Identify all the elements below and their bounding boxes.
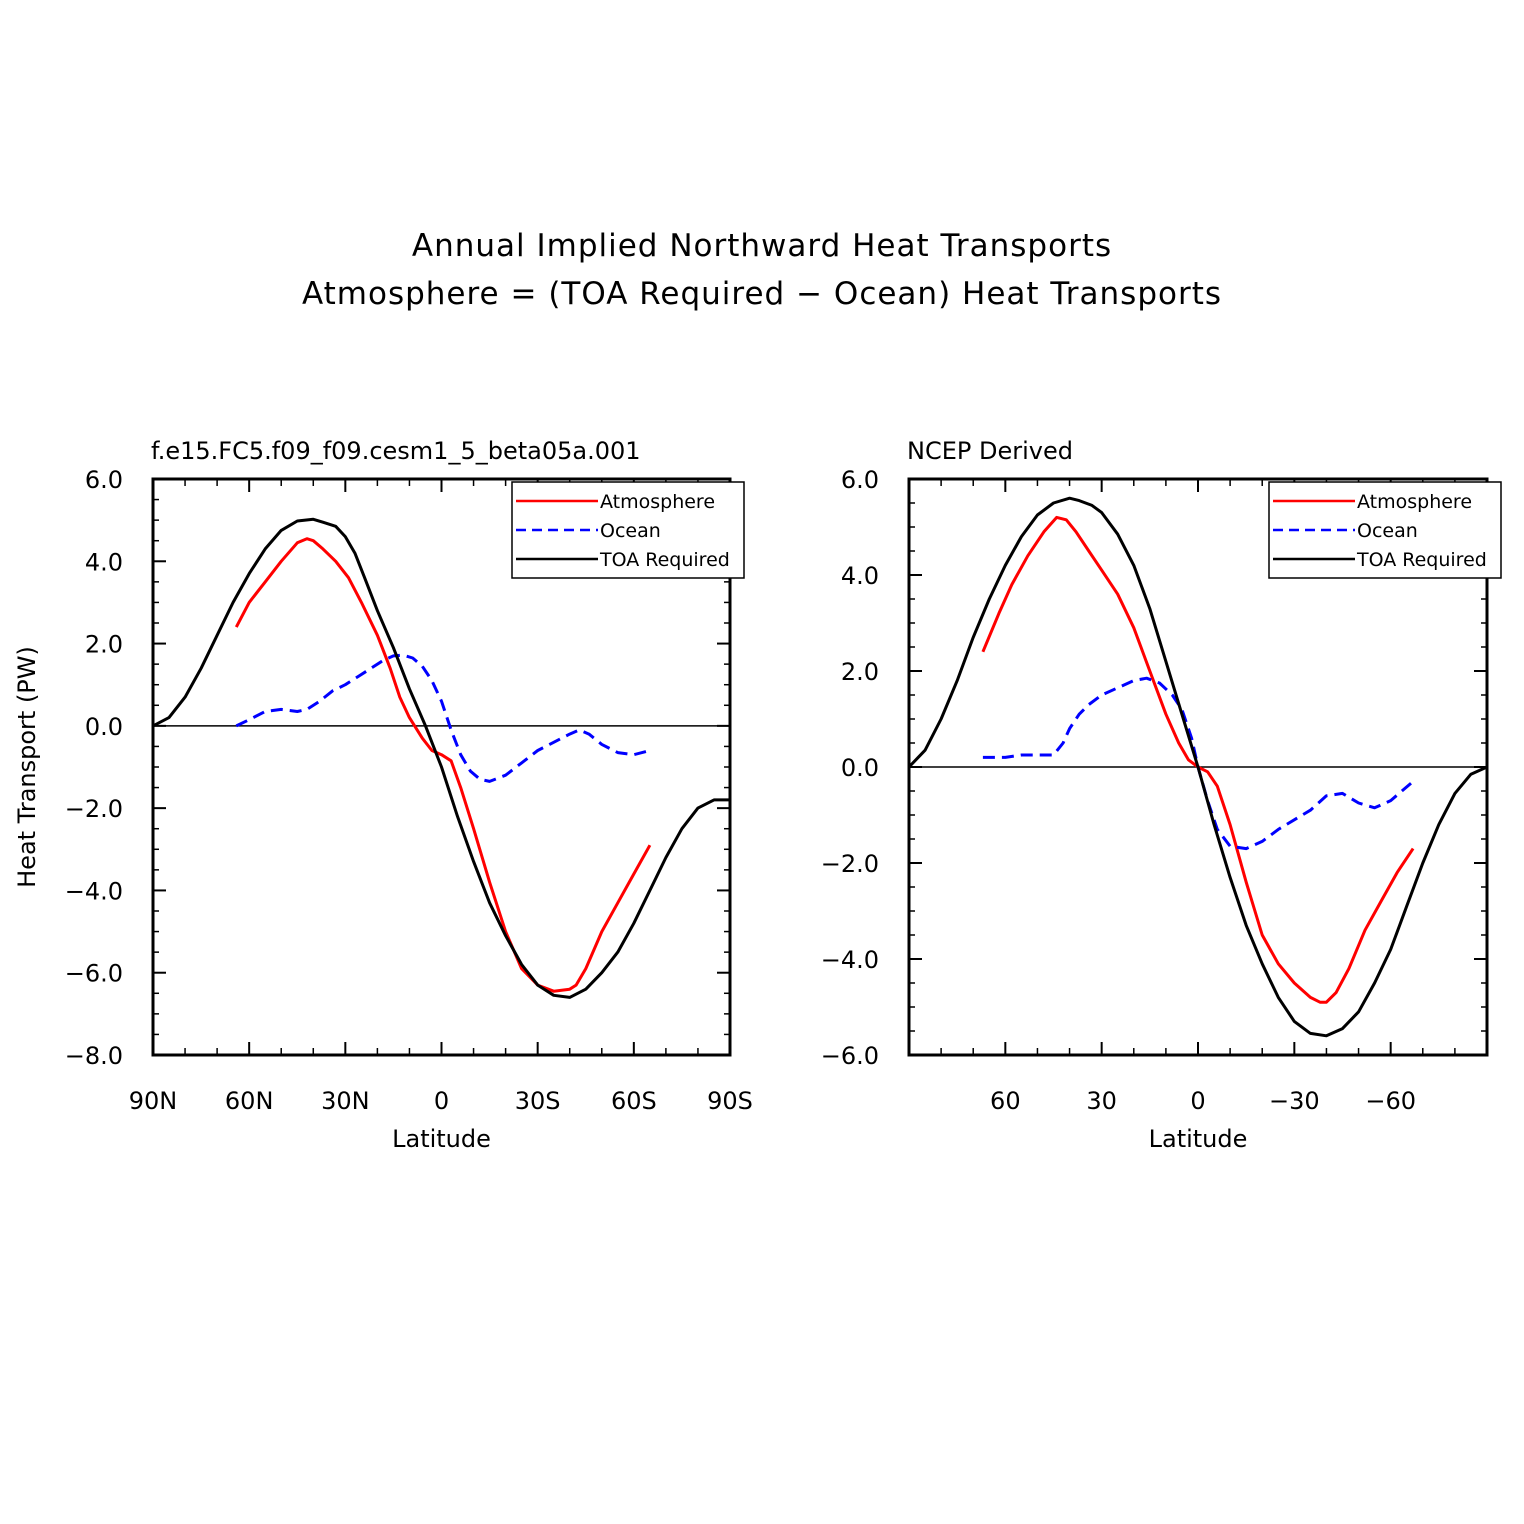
x-tick-label: 0 <box>1190 1087 1205 1115</box>
y-tick-label: −2.0 <box>65 795 123 823</box>
left-panel-chart: f.e15.FC5.f09_f09.cesm1_5_beta05a.001 6.0… <box>13 437 753 1153</box>
x-tick-label: 90N <box>129 1087 178 1115</box>
plot-frame <box>907 477 1489 1057</box>
x-tick-label: 60 <box>990 1087 1021 1115</box>
y-tick-label: −2.0 <box>821 850 879 878</box>
y-tick-label: 6.0 <box>841 466 879 494</box>
legend-label: Ocean <box>600 520 661 542</box>
figure-title-line1: Annual Implied Northward Heat Transports <box>412 228 1112 264</box>
panel-subtitle: f.e15.FC5.f09_f09.cesm1_5_beta05a.001 <box>151 437 641 465</box>
right-panel-chart: NCEP Derived 6.0 4.0 2.0 0.0 −2.0 −4.0 −6.0 60 30… <box>821 437 1502 1153</box>
x-tick-label: 60N <box>225 1087 274 1115</box>
legend-label: Atmosphere <box>1357 491 1472 513</box>
panel-subtitle: NCEP Derived <box>907 437 1073 465</box>
legend-label: Ocean <box>1357 520 1418 542</box>
y-tick-label: 6.0 <box>85 466 123 494</box>
x-tick-label: −60 <box>1365 1087 1416 1115</box>
plot-frame <box>151 477 732 1057</box>
x-tick-label: 0 <box>434 1087 449 1115</box>
x-tick-label: 30 <box>1086 1087 1117 1115</box>
series-line-ocean <box>982 676 1415 851</box>
figure-title-line2: Atmosphere = (TOA Required − Ocean) Heat… <box>302 276 1222 312</box>
series-line-atmosphere <box>234 537 652 993</box>
series-line-ocean <box>235 653 651 783</box>
x-axis-label: Latitude <box>1149 1125 1248 1153</box>
y-tick-label: −4.0 <box>821 946 879 974</box>
y-tick-label: 4.0 <box>85 548 123 576</box>
y-tick-label: 0.0 <box>85 713 123 741</box>
y-tick-label: 0.0 <box>841 754 879 782</box>
series-line-atmosphere <box>981 515 1415 1004</box>
y-tick-label: −4.0 <box>65 877 123 905</box>
y-tick-label: −6.0 <box>821 1042 879 1070</box>
y-tick-label: 4.0 <box>841 562 879 590</box>
y-tick-label: −8.0 <box>65 1042 123 1070</box>
y-tick-label: 2.0 <box>841 658 879 686</box>
y-tick-label: −6.0 <box>65 960 123 988</box>
x-tick-label: −30 <box>1269 1087 1320 1115</box>
y-axis-label: Heat Transport (PW) <box>13 646 41 888</box>
x-axis-label: Latitude <box>392 1125 491 1153</box>
x-tick-label: 30N <box>321 1087 370 1115</box>
legend-label: Atmosphere <box>600 491 715 513</box>
legend-label: TOA Required <box>599 549 730 571</box>
series-line-toa-required <box>152 517 730 999</box>
series-line-toa-required <box>907 496 1488 1038</box>
legend-label: TOA Required <box>1356 549 1487 571</box>
x-tick-label: 30S <box>515 1087 561 1115</box>
y-tick-label: 2.0 <box>85 631 123 659</box>
x-tick-label: 90S <box>707 1087 753 1115</box>
x-tick-label: 60S <box>611 1087 657 1115</box>
